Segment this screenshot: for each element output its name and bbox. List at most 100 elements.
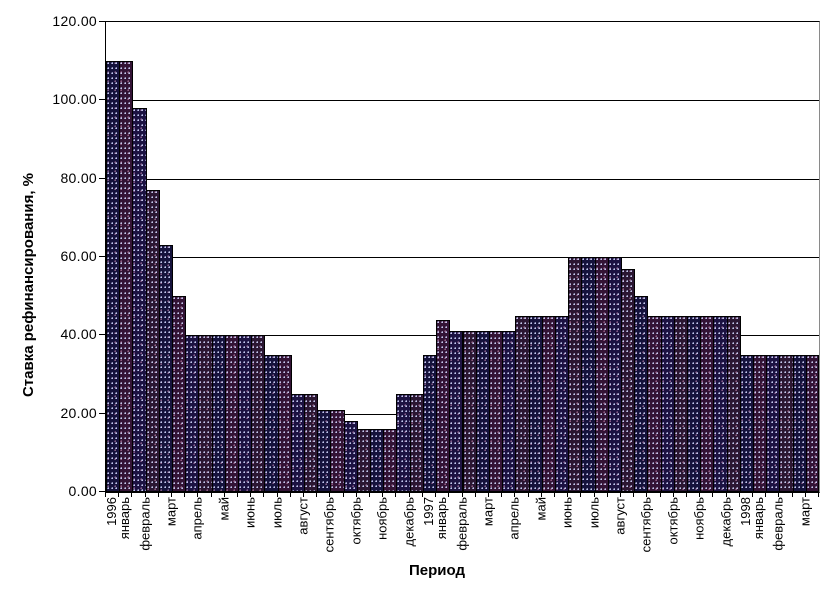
y-axis-tick [99,21,105,22]
bar [594,257,609,492]
bar [634,296,649,492]
bar [673,316,688,492]
gridline [106,100,819,102]
bar [198,335,213,492]
y-tick-label: 20.00 [60,404,97,421]
x-axis-tick [250,492,252,497]
bar [277,355,292,492]
x-axis-tick [646,492,648,497]
x-axis-tick [818,492,819,497]
x-axis-tick [329,492,331,497]
x-tick-label: 1998 январь [737,497,766,540]
x-axis-tick [619,492,621,497]
bar [290,394,306,492]
bar [264,355,279,492]
x-axis-tick [567,492,569,497]
x-axis-tick [355,492,357,497]
y-axis-title: Ставка рефинансирования, % [20,172,37,398]
bar [488,331,504,492]
x-tick-label: февраль [137,497,153,551]
x-axis-tick [514,492,516,497]
x-axis-tick [712,492,714,497]
bar [568,257,583,492]
x-axis-tick [118,492,120,497]
x-axis-tick [237,492,239,497]
bar [739,355,754,492]
x-tick-label: март [163,497,179,527]
x-axis-tick [580,492,582,497]
bar [409,394,424,492]
bar [211,335,226,492]
bar [132,108,147,492]
bar [462,331,477,492]
bar [370,429,385,492]
bar [422,355,438,492]
bar [356,429,372,492]
bar [726,316,741,492]
x-axis-tick [369,492,371,497]
x-axis-tick [184,492,186,497]
x-tick-label: июль [269,497,285,529]
x-axis-tick [223,492,225,497]
bar [779,355,794,492]
bar [330,410,345,492]
x-axis-tick [804,492,806,497]
bar [119,61,134,492]
x-axis-tick [342,492,344,497]
x-axis-tick [633,492,635,497]
plot-area [105,21,820,493]
bar [515,316,530,492]
x-axis-tick [289,492,291,497]
bar [805,355,819,492]
x-axis-tick [382,492,384,497]
x-tick-label: декабрь [401,497,417,547]
x-axis-tick [276,492,278,497]
x-axis-tick [421,492,423,497]
x-axis-tick [751,492,753,497]
bar [106,61,121,492]
x-axis-tick [672,492,674,497]
x-axis-tick [131,492,133,497]
x-tick-label: декабрь [718,497,734,547]
x-axis-tick [448,492,450,497]
bar [145,190,160,492]
x-axis-tick [699,492,701,497]
x-axis-tick [527,492,529,497]
x-tick-label: март [480,497,496,527]
x-axis-tick [263,492,265,497]
bar [528,316,543,492]
bar [238,335,253,492]
x-tick-label: февраль [454,497,469,551]
x-axis-tick [659,492,661,497]
x-axis-tick [685,492,687,497]
x-tick-label: сентябрь [638,497,654,553]
x-axis-tick [210,492,212,497]
bar [620,269,636,492]
bar [792,355,807,492]
x-axis-tick [725,492,727,497]
bar [383,429,398,492]
x-axis-tick [540,492,542,497]
x-axis-tick [316,492,318,497]
x-axis-tick [171,492,173,497]
x-axis-tick [791,492,793,497]
bar [185,335,200,492]
x-tick-label: август [295,497,311,535]
y-tick-label: 120.00 [52,13,97,29]
y-axis-tick [99,491,105,492]
y-axis-tick [99,177,105,179]
x-axis-tick [461,492,463,497]
x-tick-label: август [612,497,628,535]
bar [343,421,358,492]
x-axis-tick [487,492,489,497]
bar [766,355,781,492]
bar [647,316,662,492]
x-axis-title: Период [409,562,465,579]
x-axis-tick [435,492,437,497]
x-axis-tick [408,492,410,497]
y-tick-label: 60.00 [60,248,97,264]
gridline [106,178,819,180]
bar [172,296,187,492]
bar [554,316,570,492]
